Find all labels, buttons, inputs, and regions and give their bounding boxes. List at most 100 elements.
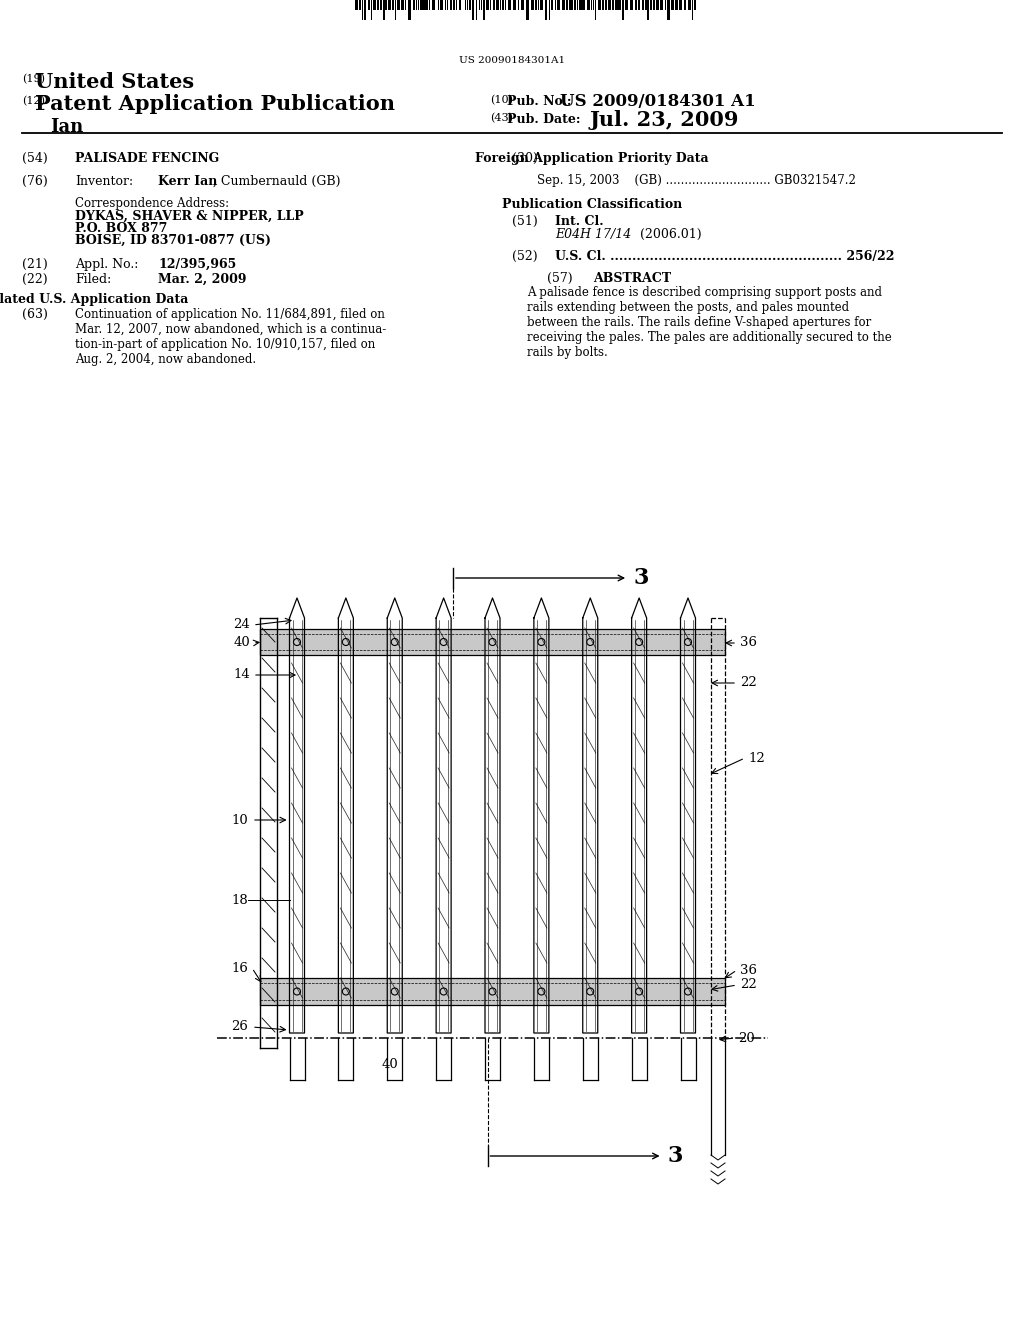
Text: PALISADE FENCING: PALISADE FENCING [75, 152, 219, 165]
Text: 14: 14 [233, 668, 250, 681]
Text: Pub. No.:: Pub. No.: [507, 95, 571, 108]
Text: , Cumbernauld (GB): , Cumbernauld (GB) [213, 176, 341, 187]
Bar [440, 0, 443, 11]
Bar [502, 0, 505, 11]
Text: Correspondence Address:: Correspondence Address: [75, 197, 229, 210]
Text: E04H 17/14: E04H 17/14 [555, 228, 631, 242]
Bar [551, 0, 554, 11]
Bar [535, 0, 537, 11]
Text: Int. Cl.: Int. Cl. [555, 215, 603, 228]
Text: US 20090184301A1: US 20090184301A1 [459, 55, 565, 65]
Bar [483, 0, 484, 20]
Text: Patent Application Publication: Patent Application Publication [35, 94, 395, 114]
Bar [573, 0, 577, 11]
Bar [668, 0, 671, 20]
Bar [622, 0, 624, 20]
Text: 36: 36 [740, 964, 757, 977]
Text: 12: 12 [748, 751, 765, 764]
Text: (22): (22) [22, 273, 48, 286]
Bar [675, 0, 678, 11]
Bar [562, 0, 564, 11]
Text: U.S. Cl. ..................................................... 256/22: U.S. Cl. ...............................… [555, 249, 895, 263]
Bar [459, 0, 461, 11]
Text: (51): (51) [512, 215, 538, 228]
Bar [496, 0, 499, 11]
Text: Mar. 2, 2009: Mar. 2, 2009 [158, 273, 247, 286]
Text: A palisade fence is described comprising support posts and
rails extending betwe: A palisade fence is described comprising… [527, 286, 892, 359]
Bar [593, 0, 594, 11]
Text: (2006.01): (2006.01) [640, 228, 701, 242]
Bar [591, 0, 592, 11]
Text: (30): (30) [512, 152, 538, 165]
Bar [645, 0, 647, 11]
Text: 3: 3 [668, 1144, 683, 1167]
Bar [478, 0, 480, 11]
Text: Related U.S. Application Data: Related U.S. Application Data [0, 293, 188, 306]
Text: (43): (43) [490, 114, 513, 123]
Bar [380, 0, 382, 11]
Text: Appl. No.:: Appl. No.: [75, 257, 138, 271]
Text: (52): (52) [512, 249, 538, 263]
Text: Publication Classification: Publication Classification [502, 198, 682, 211]
Bar [444, 0, 445, 11]
Bar [688, 0, 691, 11]
Text: (76): (76) [22, 176, 48, 187]
Bar [614, 0, 616, 11]
Text: 40: 40 [233, 636, 250, 649]
Bar [653, 0, 655, 11]
Text: ABSTRACT: ABSTRACT [593, 272, 671, 285]
Text: P.O. BOX 877: P.O. BOX 877 [75, 222, 167, 235]
Bar [260, 978, 725, 1005]
Bar [505, 0, 507, 11]
Bar [486, 0, 488, 11]
Bar [584, 0, 586, 11]
Bar [355, 0, 358, 11]
Bar [493, 0, 495, 11]
Text: DYKAS, SHAVER & NIPPER, LLP: DYKAS, SHAVER & NIPPER, LLP [75, 210, 304, 223]
Text: 22: 22 [740, 978, 757, 991]
Bar [465, 0, 467, 11]
Text: 26: 26 [231, 1020, 248, 1034]
Bar [638, 0, 640, 11]
Bar [438, 0, 439, 11]
Bar [383, 0, 385, 20]
Text: Filed:: Filed: [75, 273, 112, 286]
Bar [521, 0, 524, 11]
Bar [608, 0, 611, 11]
Text: 22: 22 [740, 676, 757, 689]
Bar [396, 0, 399, 11]
Bar [538, 0, 539, 11]
Bar [408, 0, 411, 20]
Bar [602, 0, 604, 11]
Bar [530, 0, 534, 11]
Bar [450, 0, 453, 11]
Text: Jul. 23, 2009: Jul. 23, 2009 [590, 110, 739, 129]
Bar [260, 630, 725, 655]
Bar [635, 0, 637, 11]
Text: (54): (54) [22, 152, 48, 165]
Bar [368, 0, 370, 11]
Bar [517, 0, 519, 11]
Bar [359, 0, 361, 11]
Bar [392, 0, 394, 11]
Text: (10): (10) [490, 95, 513, 106]
Text: 20: 20 [738, 1031, 755, 1044]
Bar [626, 0, 628, 11]
Text: US 2009/0184301 A1: US 2009/0184301 A1 [560, 92, 756, 110]
Text: (19): (19) [22, 74, 45, 84]
Bar [513, 0, 516, 11]
Bar [431, 0, 435, 11]
Text: BOISE, ID 83701-0877 (US): BOISE, ID 83701-0877 (US) [75, 234, 271, 247]
Bar [679, 0, 682, 11]
Bar [694, 0, 695, 11]
Bar [557, 0, 559, 11]
Bar [545, 0, 547, 20]
Bar [660, 0, 664, 11]
Bar [525, 0, 528, 20]
Text: 16: 16 [231, 961, 248, 974]
Bar [373, 0, 376, 11]
Text: (63): (63) [22, 308, 48, 321]
Text: 36: 36 [740, 636, 757, 649]
Bar [598, 0, 601, 11]
Bar [587, 0, 590, 11]
